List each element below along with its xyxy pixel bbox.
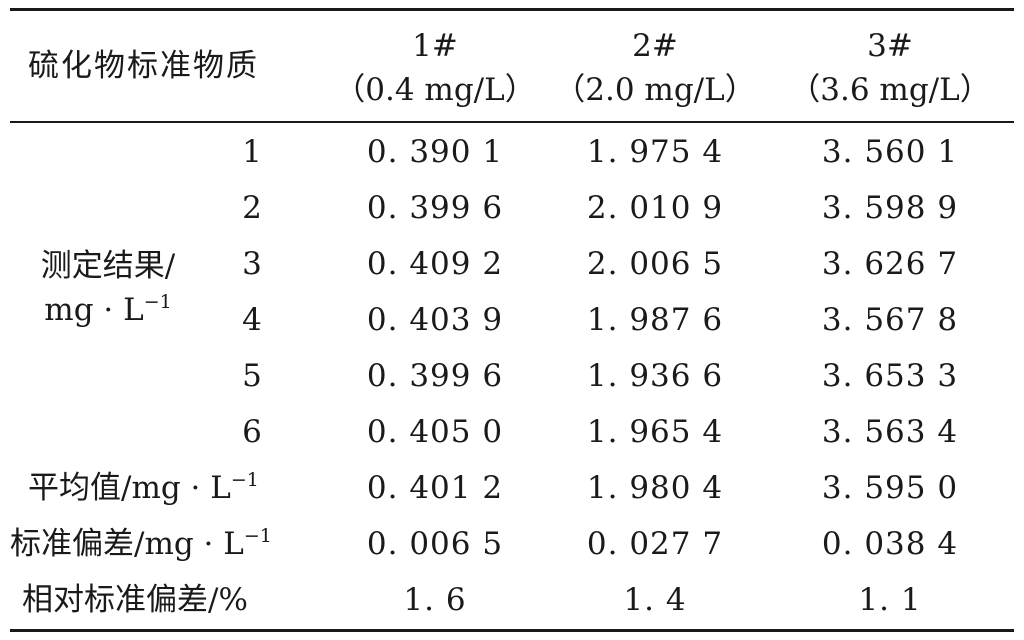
- row-label-text: 平均值/mg · L: [28, 470, 231, 506]
- table-cell: 0. 401 2: [366, 470, 504, 506]
- table-cell: 1. 6: [403, 582, 467, 618]
- table-cell: 0. 027 7: [586, 526, 724, 562]
- table-cell: 3. 653 3: [821, 358, 959, 394]
- top-rule: [10, 8, 1014, 11]
- col-header-conc-2: （2.0 mg/L）: [554, 72, 756, 108]
- row-number: 6: [242, 414, 262, 450]
- table-cell: 0. 006 5: [366, 526, 504, 562]
- col-header-id-3: 3#: [867, 28, 913, 64]
- table-cell: 1. 987 6: [586, 302, 724, 338]
- row-label-std: 标准偏差/mg · L−1: [10, 526, 272, 562]
- table-cell: 0. 038 4: [821, 526, 959, 562]
- col-header-id-2: 2#: [632, 28, 678, 64]
- table-cell: 1. 965 4: [586, 414, 724, 450]
- table-cell: 3. 626 7: [821, 246, 959, 282]
- table-cell: 1. 980 4: [586, 470, 724, 506]
- table-cell: 0. 403 9: [366, 302, 504, 338]
- row-label-mean: 平均值/mg · L−1: [28, 470, 259, 506]
- row-number: 2: [242, 190, 262, 226]
- table-cell: 2. 006 5: [586, 246, 724, 282]
- row-label-text: 标准偏差/mg · L: [10, 526, 244, 562]
- table-cell: 0. 399 6: [366, 358, 504, 394]
- row-number: 3: [242, 246, 262, 282]
- row-label-text: 相对标准偏差/%: [22, 582, 248, 618]
- table-cell: 0. 405 0: [366, 414, 504, 450]
- table-cell: 3. 560 1: [821, 134, 959, 170]
- col-header-conc-1: （0.4 mg/L）: [334, 72, 536, 108]
- table-cell: 0. 399 6: [366, 190, 504, 226]
- measure-label-unit: mg · L: [44, 292, 144, 328]
- measure-label-exponent: −1: [143, 291, 172, 313]
- row-number: 4: [242, 302, 262, 338]
- header-rule: [10, 121, 1014, 123]
- table-cell: 3. 567 8: [821, 302, 959, 338]
- row-label-rsd: 相对标准偏差/%: [22, 582, 248, 618]
- corner-header: 硫化物标准物质: [28, 48, 259, 84]
- row-number: 1: [242, 134, 262, 170]
- col-header-id-1: 1#: [412, 28, 458, 64]
- table-cell: 1. 975 4: [586, 134, 724, 170]
- table-cell: 3. 598 9: [821, 190, 959, 226]
- measure-label-line2: mg · L−1: [18, 288, 198, 332]
- table-cell: 0. 409 2: [366, 246, 504, 282]
- table-cell: 1. 4: [623, 582, 687, 618]
- table-cell: 3. 563 4: [821, 414, 959, 450]
- table-cell: 1. 1: [858, 582, 922, 618]
- row-number: 5: [242, 358, 262, 394]
- bottom-rule: [10, 629, 1014, 632]
- row-label-exponent: −1: [243, 525, 272, 547]
- table-cell: 2. 010 9: [586, 190, 724, 226]
- col-header-conc-3: （3.6 mg/L）: [789, 72, 991, 108]
- table-cell: 3. 595 0: [821, 470, 959, 506]
- row-label-exponent: −1: [230, 469, 259, 491]
- measure-group-label: 测定结果/ mg · L−1: [18, 244, 198, 332]
- table-cell: 0. 390 1: [366, 134, 504, 170]
- measure-label-line1: 测定结果/: [40, 248, 176, 284]
- table-cell: 1. 936 6: [586, 358, 724, 394]
